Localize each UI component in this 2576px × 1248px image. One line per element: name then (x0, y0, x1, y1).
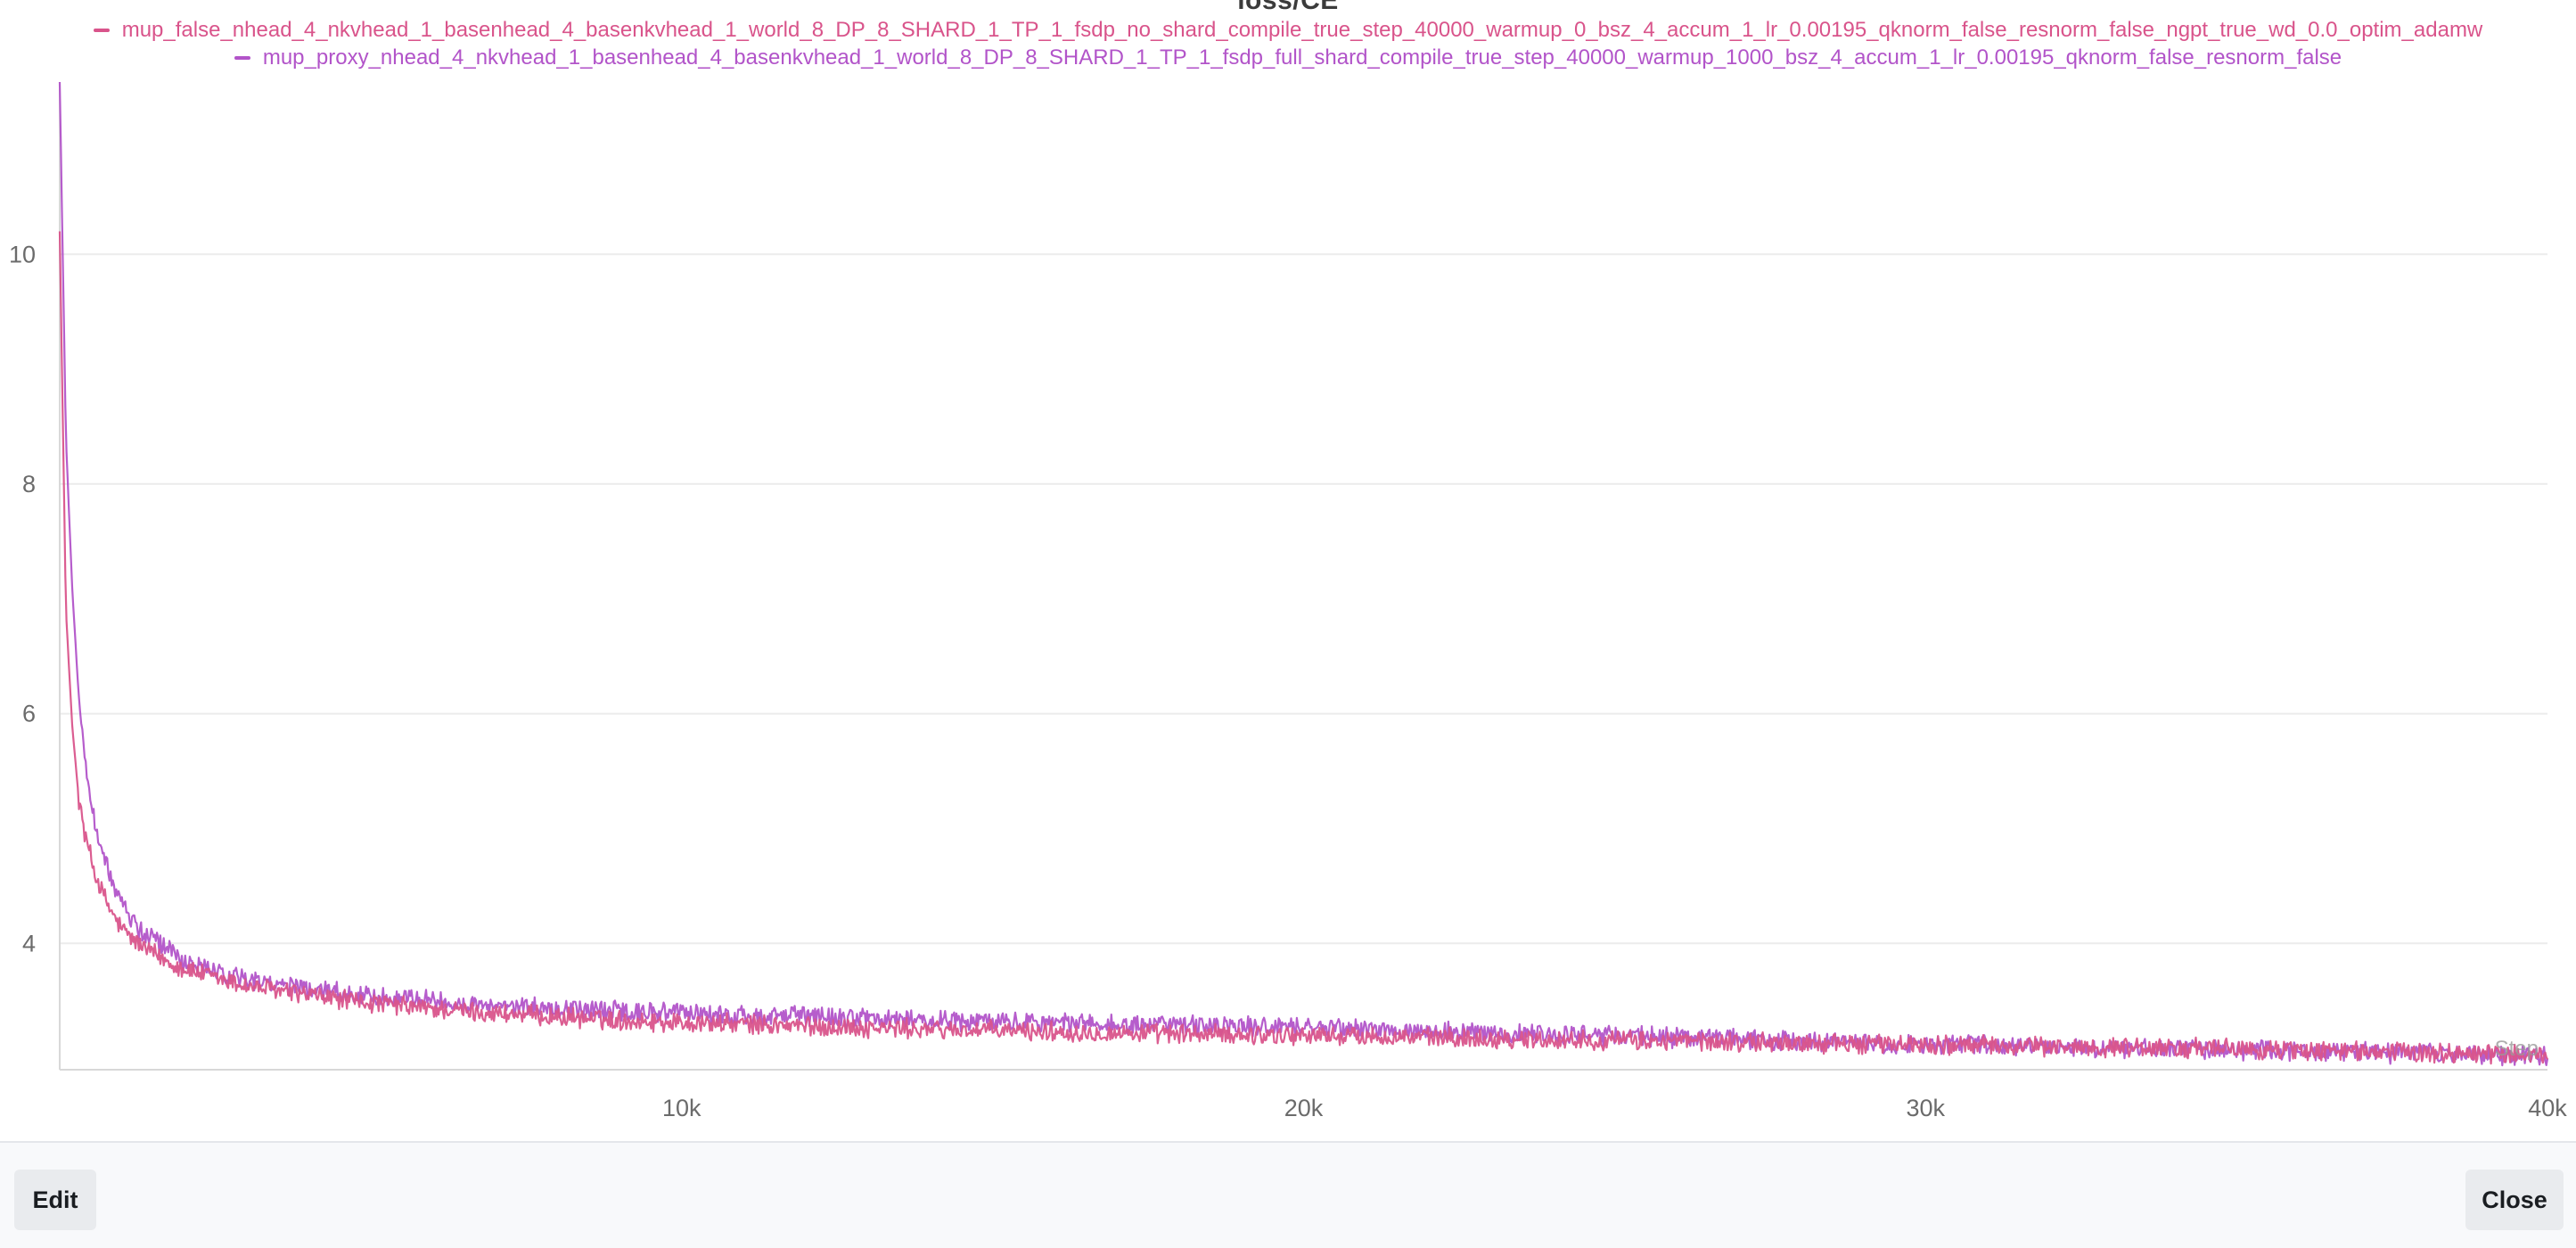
legend-label: mup_proxy_nhead_4_nkvhead_1_basenhead_4_… (262, 45, 2342, 70)
series-line (58, 231, 2548, 1065)
panel-footer: Edit Close (0, 1141, 2576, 1248)
legend-label: mup_false_nhead_4_nkvhead_1_basenhead_4_… (121, 18, 2483, 42)
y-tick-label: 8 (22, 471, 36, 497)
legend-entry[interactable]: mup_false_nhead_4_nkvhead_1_basenhead_4_… (0, 16, 2576, 44)
chart-title: loss/CE (1237, 0, 1339, 15)
x-tick-label: 30k (1906, 1095, 1945, 1121)
y-tick-label: 4 (22, 930, 36, 957)
series-line (58, 81, 2549, 1067)
x-tick-label: 10k (662, 1095, 701, 1121)
legend-swatch (93, 28, 110, 32)
x-tick-label: 40k (2528, 1095, 2567, 1121)
y-tick-label: 6 (22, 701, 36, 727)
line-chart: 4 6 8 10 10k 20k 30k 40k Step (9, 81, 2567, 1121)
close-button[interactable]: Close (2465, 1170, 2564, 1230)
edit-button[interactable]: Edit (14, 1170, 96, 1230)
x-axis-step-label: Step (2495, 1037, 2539, 1061)
legend-swatch (234, 55, 250, 60)
y-tick-label: 10 (9, 241, 36, 267)
legend-entry[interactable]: mup_proxy_nhead_4_nkvhead_1_basenhead_4_… (0, 44, 2576, 71)
chart-legend: mup_false_nhead_4_nkvhead_1_basenhead_4_… (0, 16, 2576, 71)
x-tick-label: 20k (1284, 1095, 1324, 1121)
chart-panel: 4 6 8 10 10k 20k 30k 40k Step loss/CE mup_false_… (0, 0, 2576, 1121)
